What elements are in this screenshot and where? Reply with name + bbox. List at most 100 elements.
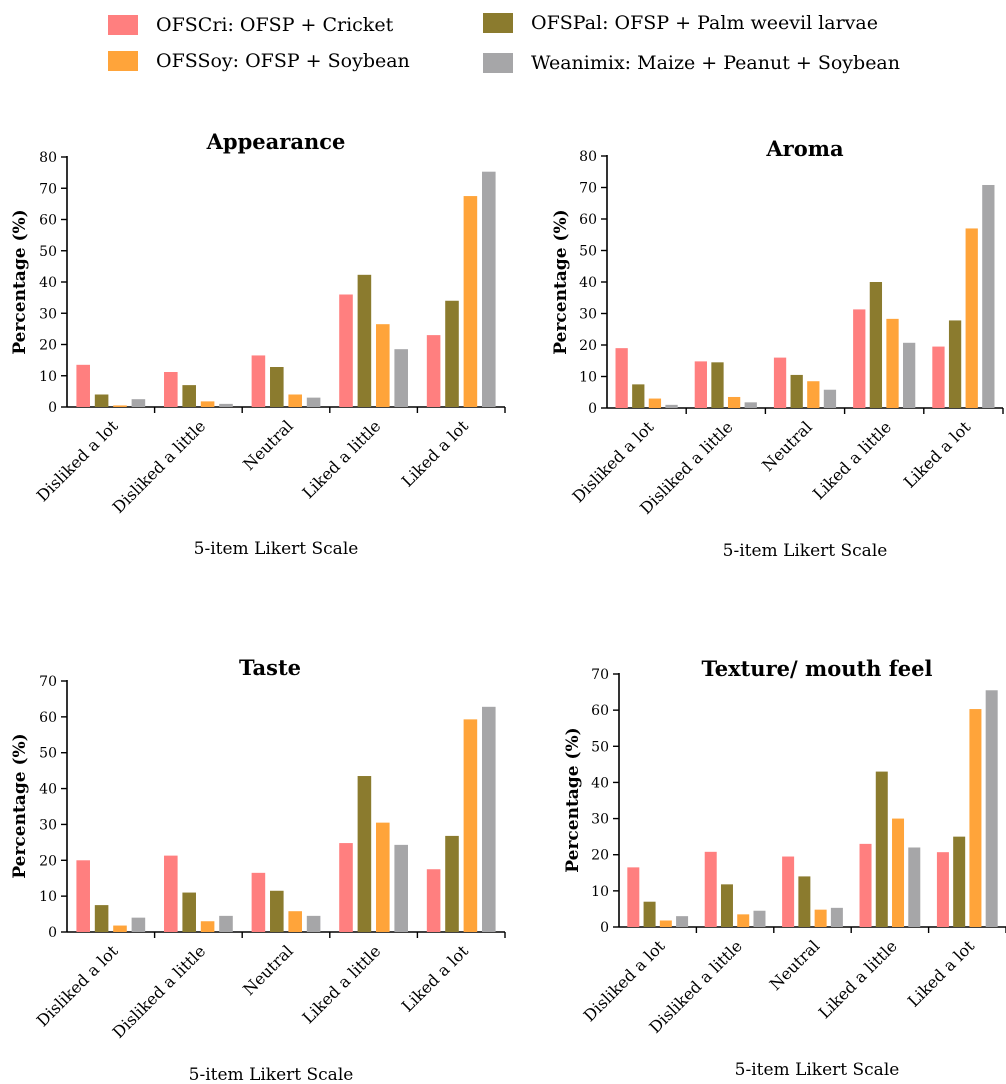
x-axis-label: 5-item Likert Scale xyxy=(723,541,888,561)
y-tick-label: 40 xyxy=(591,775,609,791)
bar xyxy=(782,856,795,927)
legend-item-ofscri: OFSCri: OFSP + Cricket xyxy=(108,10,393,40)
bar xyxy=(676,916,689,927)
y-tick-label: 50 xyxy=(591,739,609,755)
x-tick-label: Liked a lot xyxy=(904,936,979,1011)
bar xyxy=(463,196,478,407)
bar xyxy=(859,843,872,927)
bar xyxy=(627,867,640,927)
bar xyxy=(886,318,899,408)
bar xyxy=(903,342,916,408)
bar xyxy=(948,320,962,408)
bar xyxy=(727,396,741,408)
bar xyxy=(807,381,820,408)
bar xyxy=(643,901,656,927)
legend-item-ofssoy: OFSSoy: OFSP + Soybean xyxy=(108,46,410,76)
bar xyxy=(445,835,459,932)
chart-title: Texture/ mouth feel xyxy=(702,656,933,681)
bar xyxy=(219,403,233,407)
bar xyxy=(306,915,321,932)
y-tick-label: 70 xyxy=(39,674,57,690)
legend-swatch-ofscri xyxy=(108,15,138,35)
y-tick-label: 60 xyxy=(579,212,597,228)
bar xyxy=(853,309,866,408)
y-tick-label: 0 xyxy=(600,920,609,936)
legend-item-ofspal: OFSPal: OFSP + Palm weevil larvae xyxy=(483,8,878,38)
bar xyxy=(648,398,662,408)
legend-label-ofspal: OFSPal: OFSP + Palm weevil larvae xyxy=(531,12,878,34)
bar xyxy=(482,171,496,407)
legend-swatch-ofssoy xyxy=(108,51,138,71)
legend-swatch-ofspal xyxy=(483,13,513,33)
x-tick-label: Neutral xyxy=(766,936,824,994)
y-tick-label: 50 xyxy=(39,746,57,762)
bar xyxy=(288,911,302,932)
x-tick-label: Disliked a lot xyxy=(33,416,122,505)
y-tick-label: 70 xyxy=(39,181,57,197)
y-tick-label: 60 xyxy=(39,710,57,726)
bar xyxy=(200,921,215,932)
bar xyxy=(892,818,905,927)
bar xyxy=(908,847,921,927)
bar xyxy=(339,843,353,932)
bar xyxy=(711,362,724,408)
bar xyxy=(94,905,109,932)
bar xyxy=(182,892,196,932)
bar xyxy=(219,915,233,932)
x-tick-label: Liked a lot xyxy=(398,416,473,491)
y-axis-label: Percentage (%) xyxy=(551,209,571,354)
x-tick-label: Disliked a lot xyxy=(569,417,658,506)
bar xyxy=(953,836,966,927)
y-tick-label: 30 xyxy=(591,812,609,828)
chart-panel-3: Taste Percentage (%) 5-item Likert Scale 0 1… xyxy=(10,655,506,1084)
y-axis-label: Percentage (%) xyxy=(10,209,30,354)
x-tick-label: Disliked a lot xyxy=(33,941,122,1030)
x-tick-label: Disliked a lot xyxy=(580,936,669,1025)
y-tick-label: 40 xyxy=(579,275,597,291)
x-tick-label: Liked a little xyxy=(809,417,895,503)
y-tick-label: 80 xyxy=(39,150,57,166)
legend-label-ofscri: OFSCri: OFSP + Cricket xyxy=(156,14,394,36)
y-axis-label: Percentage (%) xyxy=(563,727,583,872)
bar xyxy=(982,184,995,408)
x-tick-label: Liked a little xyxy=(298,416,384,502)
y-tick-label: 10 xyxy=(39,889,57,905)
y-tick-label: 10 xyxy=(591,884,609,900)
bar xyxy=(131,917,146,932)
x-tick-label: Liked a lot xyxy=(398,941,473,1016)
y-tick-label: 60 xyxy=(591,703,609,719)
bar xyxy=(426,335,441,407)
x-tick-label: Liked a lot xyxy=(900,417,975,492)
bar xyxy=(426,869,441,932)
legend-swatch-weanimix xyxy=(483,53,513,73)
bar xyxy=(182,385,196,407)
x-tick-label: Neutral xyxy=(758,417,816,475)
bar xyxy=(720,884,733,927)
x-tick-label: Neutral xyxy=(239,941,297,999)
bar xyxy=(76,860,90,932)
x-tick-label: Disliked a little xyxy=(109,941,210,1042)
legend-item-weanimix: Weanimix: Maize + Peanut + Soybean xyxy=(483,48,900,78)
bar xyxy=(251,872,266,932)
bar xyxy=(463,719,478,932)
bar xyxy=(113,925,127,932)
bar xyxy=(659,920,672,927)
legend-label-weanimix: Weanimix: Maize + Peanut + Soybean xyxy=(531,52,900,74)
bar xyxy=(665,404,678,408)
y-tick-label: 0 xyxy=(48,400,57,416)
bar xyxy=(357,776,372,932)
bar xyxy=(704,851,717,927)
y-tick-label: 50 xyxy=(579,244,597,260)
bar xyxy=(737,914,750,927)
bar xyxy=(131,399,146,407)
bar xyxy=(306,397,321,407)
y-tick-label: 40 xyxy=(39,782,57,798)
bar xyxy=(932,346,945,408)
bar xyxy=(251,355,266,407)
bar xyxy=(357,274,372,407)
chart-title: Taste xyxy=(239,655,301,680)
bar xyxy=(445,300,459,407)
bar xyxy=(969,709,982,927)
bar xyxy=(744,402,757,408)
bar xyxy=(694,361,707,408)
